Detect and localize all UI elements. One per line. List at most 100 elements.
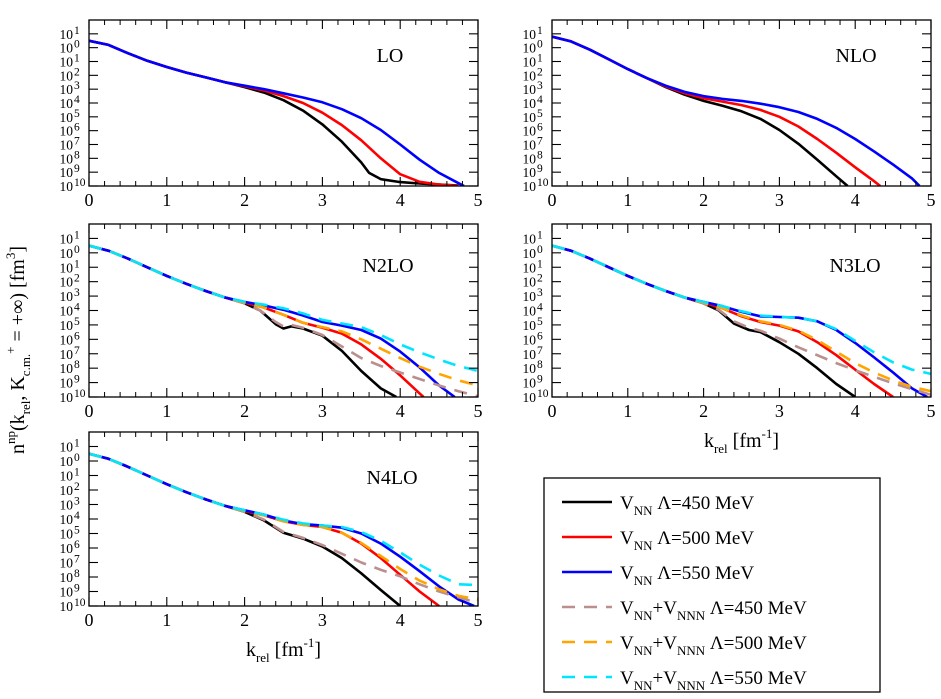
series-line-6: [552, 244, 931, 376]
x-tick-label: 0: [548, 190, 557, 210]
y-tick-label: 104: [60, 302, 81, 319]
y-tick-label: 102: [60, 66, 81, 83]
y-tick-label: 102: [60, 481, 81, 498]
y-tick-label: 109: [60, 583, 81, 600]
legend-rows: VNN Λ=450 MeV VNN Λ=500 MeV VNN Λ=550 MeV V…: [562, 493, 807, 693]
y-tick-label: 101: [523, 25, 544, 42]
y-tick-label: 103: [60, 496, 81, 513]
y-tick-label: 104: [523, 302, 544, 319]
y-tick-label: 104: [60, 510, 81, 527]
legend-item: VNN+VNNN Λ=500 MeV: [562, 633, 807, 658]
y-tick-label: 101: [523, 53, 544, 70]
x-tick-label: 3: [775, 401, 784, 421]
x-tick-label: 1: [162, 190, 171, 210]
x-tick-label: 1: [162, 401, 171, 421]
legend-label: VNN Λ=500 MeV: [620, 528, 754, 553]
x-tick-label: 1: [623, 401, 632, 421]
y-tick-label: 101: [60, 53, 81, 70]
y-tick-label: 108: [60, 359, 81, 376]
x-tick-label: 4: [396, 401, 405, 421]
series-line-1: [552, 244, 856, 397]
x-tick-label: 1: [623, 190, 632, 210]
panel-lo: 0 1 2 3 4 51011001011021031041051061071081091…: [60, 19, 483, 210]
x-axis-label: krel [fm-1]: [246, 635, 321, 665]
y-tick-label: 100: [523, 244, 544, 261]
legend-box: [543, 477, 881, 693]
legend-label: VNN Λ=450 MeV: [620, 493, 754, 518]
y-axis-label: nnp(krel, Kc.m.+ = +∞) [fm3]: [3, 246, 33, 454]
y-tick-label: 105: [60, 525, 81, 542]
x-tick-label: 2: [240, 610, 249, 630]
legend: VNN Λ=450 MeV VNN Λ=500 MeV VNN Λ=550 MeV V…: [543, 477, 881, 693]
series-line-6: [89, 452, 478, 587]
x-tick-label: 4: [396, 610, 405, 630]
x-tick-label: 3: [775, 190, 784, 210]
series-line-1: [89, 244, 397, 397]
y-tick-label: 100: [60, 39, 81, 56]
y-tick-label: 1010: [523, 388, 549, 405]
x-axis-label: krel [fm-1]: [704, 426, 779, 456]
y-tick-label: 1010: [60, 177, 86, 194]
series-line-1: [552, 35, 849, 186]
x-tick-label: 2: [699, 190, 708, 210]
x-tick-label: 3: [318, 401, 327, 421]
y-tick-label: 103: [523, 80, 544, 97]
panel-n4lo: 0 1 2 3 4 51011001011021031041051061071081091…: [60, 431, 483, 665]
y-tick-label: 108: [523, 359, 544, 376]
x-tick-label: 1: [162, 610, 171, 630]
y-tick-label: 107: [60, 554, 81, 571]
y-tick-label: 106: [523, 330, 544, 347]
series-line-3: [89, 244, 456, 397]
legend-item: VNN+VNNN Λ=450 MeV: [562, 598, 807, 623]
y-tick-label: 103: [523, 287, 544, 304]
y-tick-label: 108: [60, 568, 81, 585]
panel-label: LO: [377, 45, 404, 67]
x-tick-label: 2: [240, 401, 249, 421]
legend-item: VNN Λ=550 MeV: [562, 563, 754, 588]
y-tick-label: 101: [60, 438, 81, 455]
series-line-3: [552, 35, 921, 186]
y-tick-label: 100: [60, 244, 81, 261]
series-line-6: [89, 244, 478, 373]
x-tick-label: 0: [85, 401, 94, 421]
series-group: [89, 39, 465, 186]
y-tick-label: 101: [60, 25, 81, 42]
x-tick-label: 5: [927, 401, 936, 421]
panel-label: N2LO: [362, 255, 413, 277]
x-tick-label: 2: [699, 401, 708, 421]
x-tick-label: 5: [474, 401, 483, 421]
y-tick-label: 105: [523, 108, 544, 125]
y-tick-label: 101: [60, 467, 81, 484]
y-tick-label: 105: [523, 316, 544, 333]
y-tick-label: 102: [523, 66, 544, 83]
series-line-3: [89, 39, 465, 186]
series-group: [552, 35, 921, 186]
x-tick-label: 3: [318, 190, 327, 210]
panel-n3lo: 0 1 2 3 4 51011001011021031041051061071081091…: [523, 223, 936, 456]
legend-label: VNN+VNNN Λ=500 MeV: [620, 633, 807, 658]
y-tick-label: 101: [60, 229, 81, 246]
panel-n2lo: 0 1 2 3 4 51011001011021031041051061071081091…: [60, 223, 483, 421]
x-tick-label: 3: [318, 610, 327, 630]
series-group: [89, 244, 478, 397]
legend-item: VNN+VNNN Λ=550 MeV: [562, 668, 807, 693]
y-tick-label: 107: [523, 345, 544, 362]
y-tick-label: 101: [60, 258, 81, 275]
y-tick-label: 108: [523, 149, 544, 166]
y-tick-label: 1010: [60, 597, 86, 614]
y-tick-label: 102: [523, 273, 544, 290]
y-tick-label: 103: [60, 287, 81, 304]
y-tick-label: 101: [523, 229, 544, 246]
x-tick-label: 2: [240, 190, 249, 210]
y-tick-label: 101: [523, 258, 544, 275]
x-tick-label: 5: [474, 190, 483, 210]
y-tick-label: 100: [523, 39, 544, 56]
y-tick-label: 107: [60, 345, 81, 362]
panels: 0 1 2 3 4 51011001011021031041051061071081091…: [60, 19, 936, 665]
legend-item: VNN Λ=450 MeV: [562, 493, 754, 518]
y-tick-label: 106: [60, 330, 81, 347]
panel-label: N3LO: [829, 255, 880, 277]
legend-label: VNN+VNNN Λ=550 MeV: [620, 668, 807, 693]
series-group: [552, 244, 931, 397]
